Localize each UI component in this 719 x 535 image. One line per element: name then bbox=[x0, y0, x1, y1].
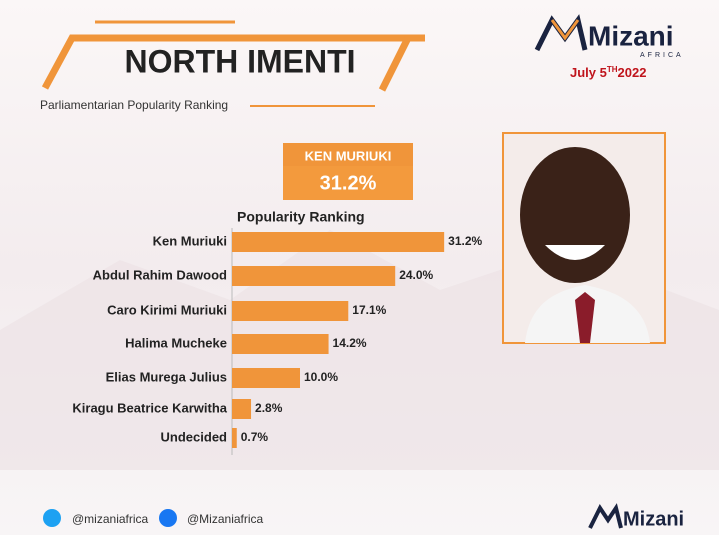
logo-sub: AFRICA bbox=[640, 52, 684, 59]
highlight-value: 31.2% bbox=[320, 172, 377, 194]
portrait-tie bbox=[575, 292, 595, 343]
facebook-icon bbox=[159, 509, 177, 527]
value-label: 31.2% bbox=[448, 234, 482, 248]
value-label: 24.0% bbox=[399, 268, 433, 282]
logo-name: Mizani bbox=[588, 20, 674, 51]
twitter-handle: @mizaniafrica bbox=[72, 512, 149, 526]
bar bbox=[232, 301, 349, 321]
twitter-icon bbox=[43, 509, 61, 527]
value-label: 10.0% bbox=[304, 370, 338, 384]
bar bbox=[232, 428, 237, 448]
date-suffix: TH bbox=[607, 65, 618, 74]
header-bracket bbox=[41, 34, 425, 90]
title: NORTH IMENTI bbox=[124, 43, 355, 79]
bar bbox=[232, 232, 445, 252]
header-bracket bbox=[378, 36, 412, 92]
category-label: Elias Murega Julius bbox=[106, 369, 227, 384]
value-label: 0.7% bbox=[241, 430, 269, 444]
date-year: 2022 bbox=[618, 65, 647, 80]
value-label: 2.8% bbox=[255, 401, 283, 415]
category-label: Caro Kirimi Muriuki bbox=[107, 302, 227, 317]
subtitle: Parliamentarian Popularity Ranking bbox=[40, 98, 228, 112]
date-day: July 5 bbox=[570, 65, 607, 80]
value-label: 14.2% bbox=[333, 336, 367, 350]
category-label: Ken Muriuki bbox=[153, 233, 227, 248]
highlight-name: KEN MURIUKI bbox=[305, 148, 392, 163]
date: July 5TH2022 bbox=[570, 65, 646, 80]
facebook-handle: @Mizaniafrica bbox=[187, 512, 264, 526]
portrait-smile bbox=[545, 245, 605, 260]
category-label: Halima Mucheke bbox=[125, 335, 227, 350]
category-label: Kiragu Beatrice Karwitha bbox=[72, 400, 227, 415]
footer-logo-mark bbox=[588, 503, 623, 529]
bar bbox=[232, 266, 396, 286]
chart-title: Popularity Ranking bbox=[237, 209, 365, 225]
highlight-value-box bbox=[283, 166, 413, 200]
category-label: Undecided bbox=[161, 429, 228, 444]
logo-mark bbox=[550, 19, 580, 41]
bar bbox=[232, 334, 329, 354]
category-label: Abdul Rahim Dawood bbox=[93, 267, 227, 282]
portrait-head bbox=[520, 147, 630, 283]
footer-logo-name: Mizani bbox=[623, 508, 684, 530]
bar bbox=[232, 368, 300, 388]
bar bbox=[232, 399, 252, 419]
value-label: 17.1% bbox=[352, 303, 386, 317]
